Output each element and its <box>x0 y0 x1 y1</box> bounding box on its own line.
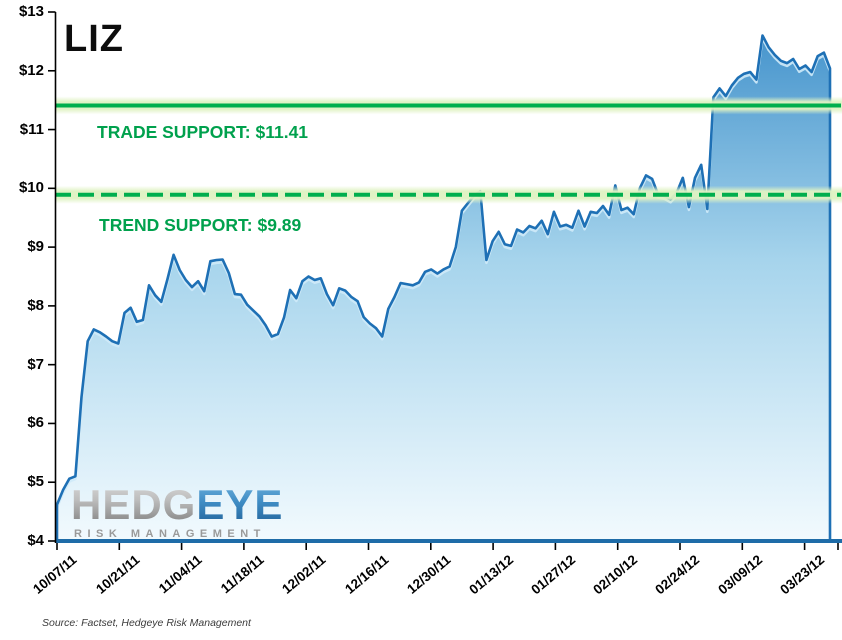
y-tick-label: $11 <box>19 120 44 138</box>
y-tick-label: $12 <box>18 61 44 79</box>
y-tick-label: $5 <box>27 473 44 491</box>
y-tick-label: $6 <box>27 414 44 432</box>
y-tick-label: $4 <box>27 532 44 549</box>
price-area-series <box>55 34 832 543</box>
y-tick-label: $9 <box>27 238 44 256</box>
hedgeye-logo: HEDGEYE RISK MANAGEMENT <box>71 484 283 540</box>
source-note: Source: Factset, Hedgeye Risk Management <box>42 617 251 629</box>
support-lines <box>55 96 842 204</box>
trade-support-label: TRADE SUPPORT: $11.41 <box>97 122 309 142</box>
y-tick-label: $13 <box>18 3 44 20</box>
axes-and-ticks <box>48 11 842 550</box>
trend-support-label: TREND SUPPORT: $9.89 <box>99 215 302 235</box>
chart-title: LIZ <box>64 18 124 60</box>
hedgeye-logo-hedg: HEDG <box>71 481 197 528</box>
y-tick-label: $10 <box>18 179 44 197</box>
hedgeye-logo-tagline: RISK MANAGEMENT <box>74 528 266 540</box>
hedgeye-logo-eye: EYE <box>196 481 284 528</box>
y-tick-label: $7 <box>27 355 44 373</box>
y-tick-label: $8 <box>27 296 44 314</box>
